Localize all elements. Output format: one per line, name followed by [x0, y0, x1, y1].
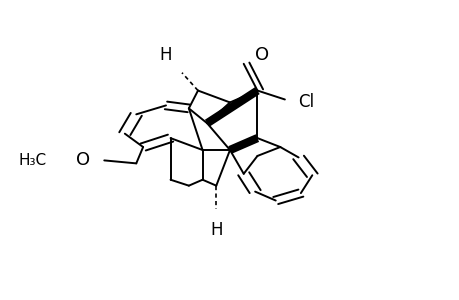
Text: H: H [210, 221, 222, 239]
Text: H: H [159, 46, 172, 64]
Text: O: O [76, 152, 90, 169]
Text: Cl: Cl [298, 93, 314, 111]
Text: O: O [254, 46, 269, 64]
Text: H₃C: H₃C [18, 153, 46, 168]
